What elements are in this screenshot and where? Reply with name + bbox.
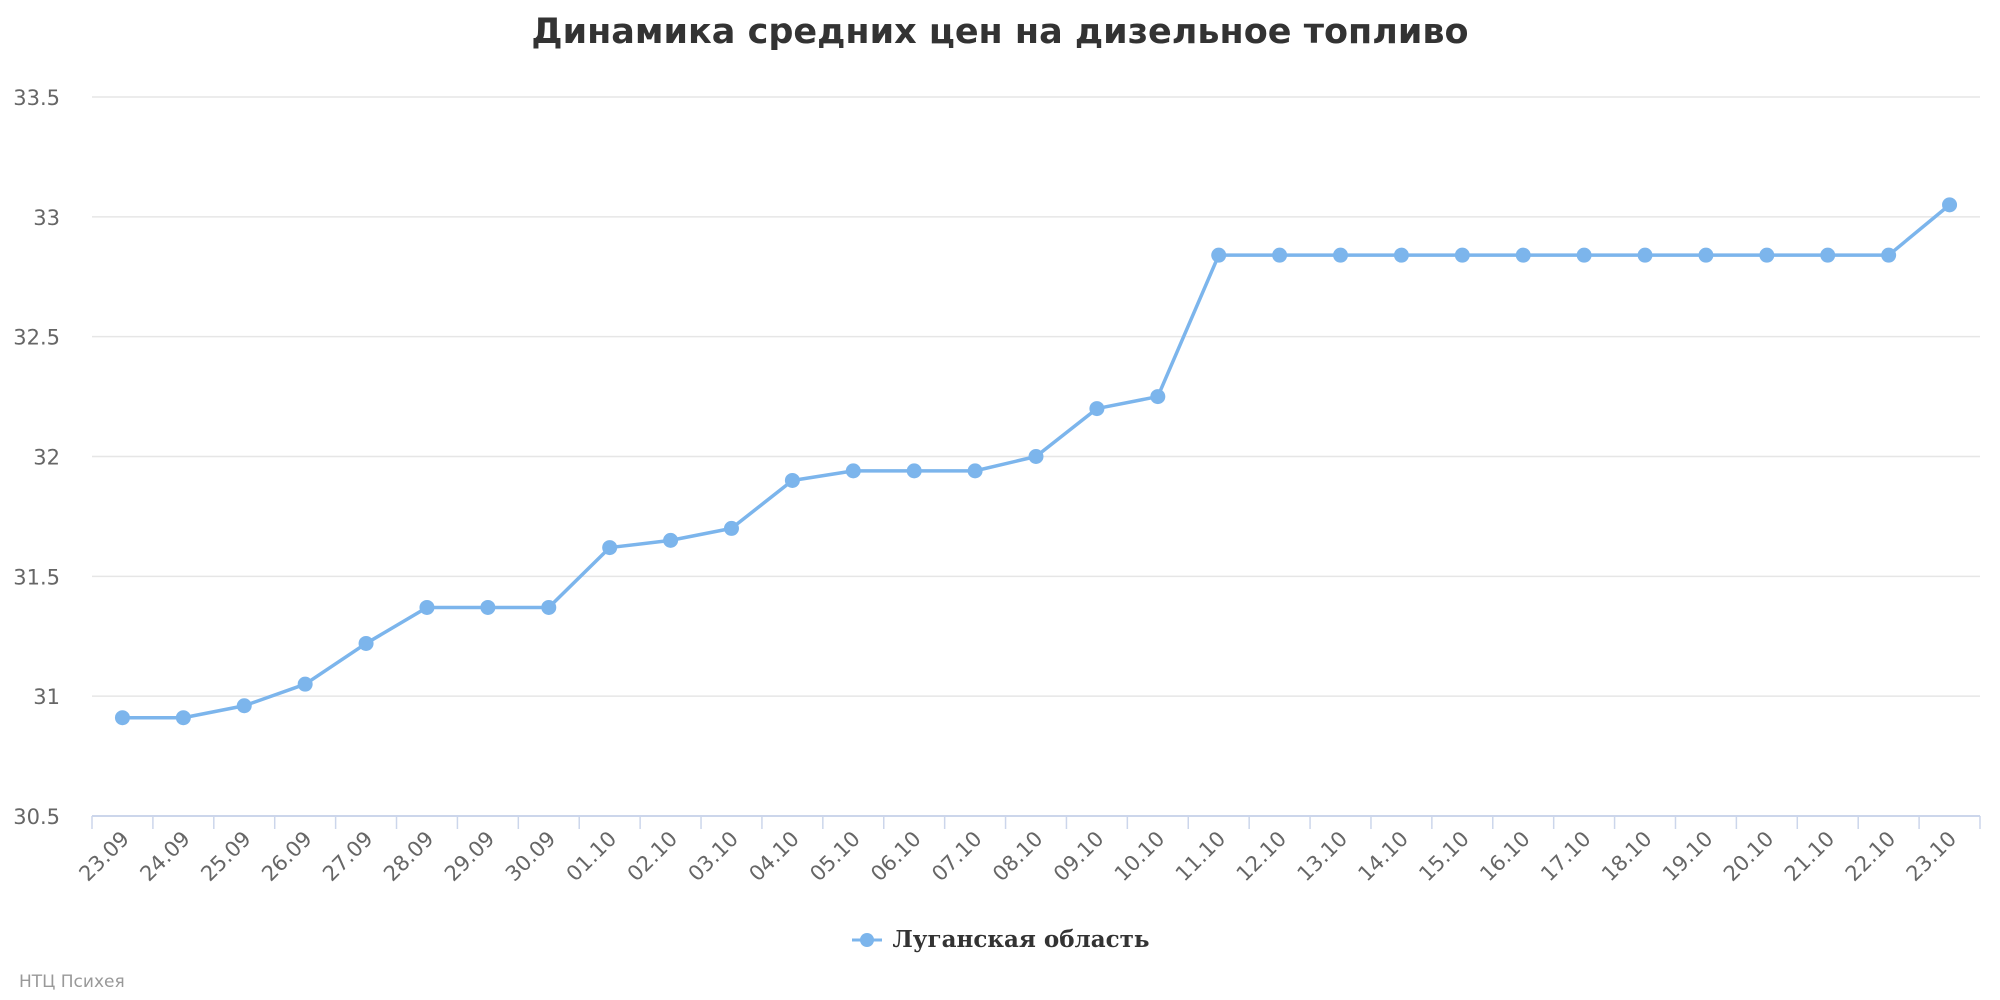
x-tick-label: 07.10 [927,827,986,886]
data-point [1576,247,1592,263]
x-tick-label: 12.10 [1232,827,1291,886]
data-point [663,532,679,548]
legend-marker-icon [852,932,883,947]
x-tick-label: 18.10 [1597,827,1656,886]
data-point [541,599,557,615]
x-tick-label: 13.10 [1293,827,1352,886]
data-point [1759,247,1775,263]
x-tick-label: 15.10 [1414,827,1473,886]
x-tick-label: 14.10 [1353,827,1412,886]
data-point [297,676,313,692]
x-tick-label: 03.10 [684,827,743,886]
x-tick-label: 27.09 [318,827,377,886]
x-tick-label: 21.10 [1780,827,1839,886]
data-point [906,463,922,479]
x-tick-label: 08.10 [988,827,1047,886]
y-tick-label: 33.5 [13,86,60,110]
x-tick-label: 05.10 [805,827,864,886]
x-tick-label: 23.10 [1902,827,1961,886]
x-tick-label: 29.09 [440,827,499,886]
data-point [1637,247,1653,263]
data-point [1820,247,1836,263]
x-tick-label: 06.10 [866,827,925,886]
legend-label: Луганская область [892,926,1150,953]
data-point [358,635,374,651]
data-point [1881,247,1897,263]
x-tick-label: 20.10 [1719,827,1778,886]
y-tick-label: 30.5 [13,805,60,829]
credit-text[interactable]: НТЦ Психея [19,972,125,992]
x-tick-label: 28.09 [379,827,438,886]
data-point [967,463,983,479]
data-point [1089,401,1105,417]
data-point [419,599,435,615]
data-point [1150,389,1166,405]
x-tick-label: 24.09 [135,827,194,886]
data-point [236,698,252,714]
data-point [114,710,130,726]
x-tick-label: 02.10 [623,827,682,886]
data-point [1028,449,1044,464]
x-tick-label: 30.09 [501,827,560,886]
x-tick-label: 04.10 [744,827,803,886]
data-point [1272,247,1288,263]
data-point [1211,247,1227,263]
data-point [1942,197,1958,213]
x-tick-label: 09.10 [1049,827,1108,886]
data-point [723,520,739,536]
x-tick-label: 19.10 [1658,827,1717,886]
data-point [784,472,800,488]
data-point [845,463,861,479]
x-tick-label: 23.09 [75,827,134,886]
x-tick-label: 22.10 [1841,827,1900,886]
chart-title: Динамика средних цен на дизельное топлив… [531,12,1469,52]
data-point [480,599,496,615]
y-tick-label: 32.5 [13,326,60,350]
y-tick-label: 31 [33,685,60,709]
y-tick-label: 32 [33,446,60,470]
data-point [1698,247,1714,263]
x-tick-label: 17.10 [1536,827,1595,886]
x-tick-label: 26.09 [257,827,316,886]
data-point [1454,247,1470,263]
x-tick-label: 01.10 [562,827,621,886]
data-point [175,710,191,726]
y-tick-label: 31.5 [13,565,60,589]
data-point [1333,247,1349,263]
y-tick-label: 33 [33,206,60,230]
x-tick-label: 25.09 [196,827,255,886]
x-tick-label: 10.10 [1110,827,1169,886]
data-point [1515,247,1531,263]
data-point [602,540,618,556]
legend-item[interactable]: Луганская область [0,926,2000,953]
x-tick-label: 11.10 [1171,827,1230,886]
data-point [1393,247,1409,263]
x-tick-label: 16.10 [1475,827,1534,886]
